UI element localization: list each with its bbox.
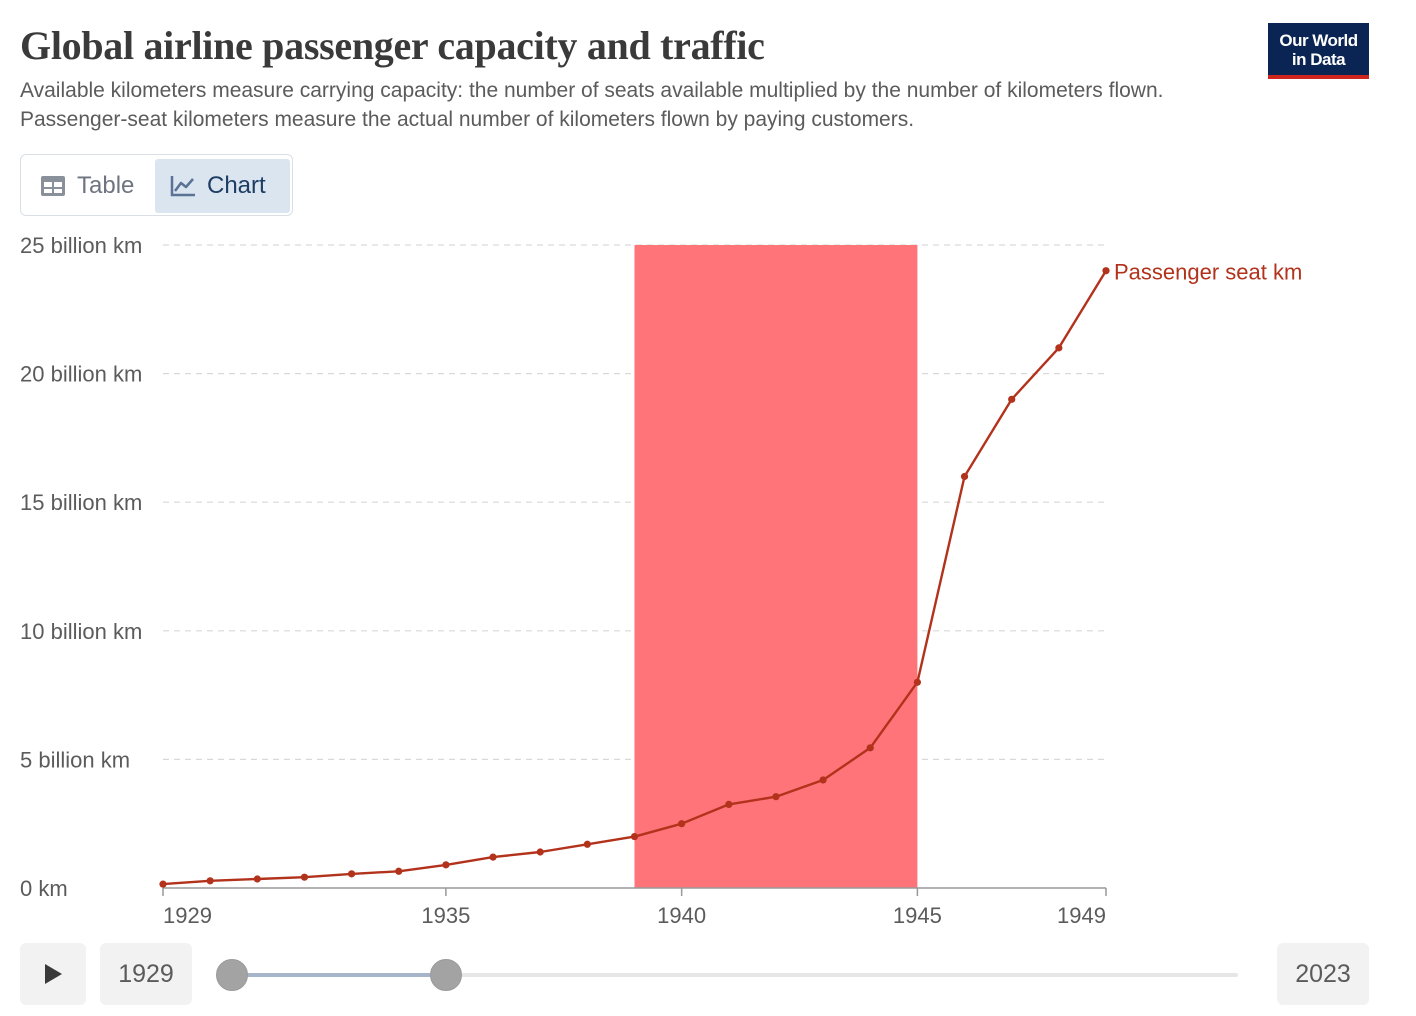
data-point: [300, 873, 309, 881]
x-axis: [162, 887, 1107, 896]
series-group: Passenger seat km: [159, 260, 1302, 888]
y-tick-label: 20 billion km: [20, 362, 142, 387]
table-icon: [39, 174, 67, 198]
data-point: [725, 800, 733, 809]
y-tick-label: 0 km: [20, 876, 68, 901]
x-tick-label: 1935: [421, 903, 470, 928]
highlight-band-group: [634, 245, 918, 888]
data-point: [489, 853, 497, 861]
timeline-start-handle[interactable]: [216, 959, 248, 991]
data-point: [206, 877, 214, 885]
tab-table[interactable]: Table: [25, 159, 155, 213]
view-tabs: Table Chart: [20, 154, 293, 216]
timeline-end-handle[interactable]: [430, 959, 462, 991]
y-tick-label: 15 billion km: [20, 490, 142, 515]
data-point: [1102, 267, 1110, 275]
play-button[interactable]: [20, 943, 86, 1005]
data-point: [678, 820, 686, 828]
data-point: [159, 880, 167, 888]
line-chart: 0 km 5 billion km 10 billion km 15 billion …: [20, 233, 1302, 928]
data-point: [395, 867, 403, 875]
data-point: [913, 678, 922, 686]
data-point: [630, 832, 639, 841]
data-point: [253, 875, 261, 883]
y-tick-label: 10 billion km: [20, 619, 142, 644]
data-point: [819, 776, 827, 784]
series-label: Passenger seat km: [1114, 260, 1302, 285]
play-icon: [45, 964, 62, 984]
line-chart-icon: [169, 174, 197, 198]
logo-line-1: Our World: [1279, 31, 1358, 50]
y-tick-label: 25 billion km: [20, 233, 142, 258]
highlight-band: [634, 245, 918, 888]
data-point: [772, 793, 780, 801]
x-axis-labels: 1929 1935 1940 1945 1949: [163, 903, 1106, 928]
data-point: [866, 744, 874, 752]
data-point: [442, 861, 450, 869]
gridlines: [163, 244, 1106, 761]
logo-line-2: in Data: [1291, 50, 1346, 69]
chart-title: Global airline passenger capacity and tr…: [20, 23, 765, 68]
tab-table-label: Table: [77, 172, 135, 199]
timeline-start-year[interactable]: 1929: [100, 943, 192, 1005]
data-point: [536, 848, 544, 856]
x-tick-label: 1940: [657, 903, 706, 928]
tab-chart-label: Chart: [207, 172, 266, 199]
x-tick-label: 1949: [1057, 903, 1106, 928]
data-point: [1008, 395, 1016, 403]
timeline-end-year[interactable]: 2023: [1277, 943, 1369, 1005]
x-tick-label: 1929: [163, 903, 212, 928]
data-point: [583, 840, 591, 848]
data-point: [348, 870, 356, 878]
tab-chart[interactable]: Chart: [155, 159, 290, 213]
owid-logo[interactable]: Our World in Data: [1268, 23, 1369, 79]
y-axis-labels: 0 km 5 billion km 10 billion km 15 billion …: [20, 233, 142, 901]
data-point: [1055, 344, 1063, 352]
timeline-selected-range: [232, 973, 446, 977]
timeline-track[interactable]: [232, 973, 1238, 977]
y-tick-label: 5 billion km: [20, 747, 130, 772]
data-point: [960, 472, 969, 481]
chart-subtitle: Available kilometers measure carrying ca…: [20, 79, 1164, 131]
x-tick-label: 1945: [893, 903, 942, 928]
